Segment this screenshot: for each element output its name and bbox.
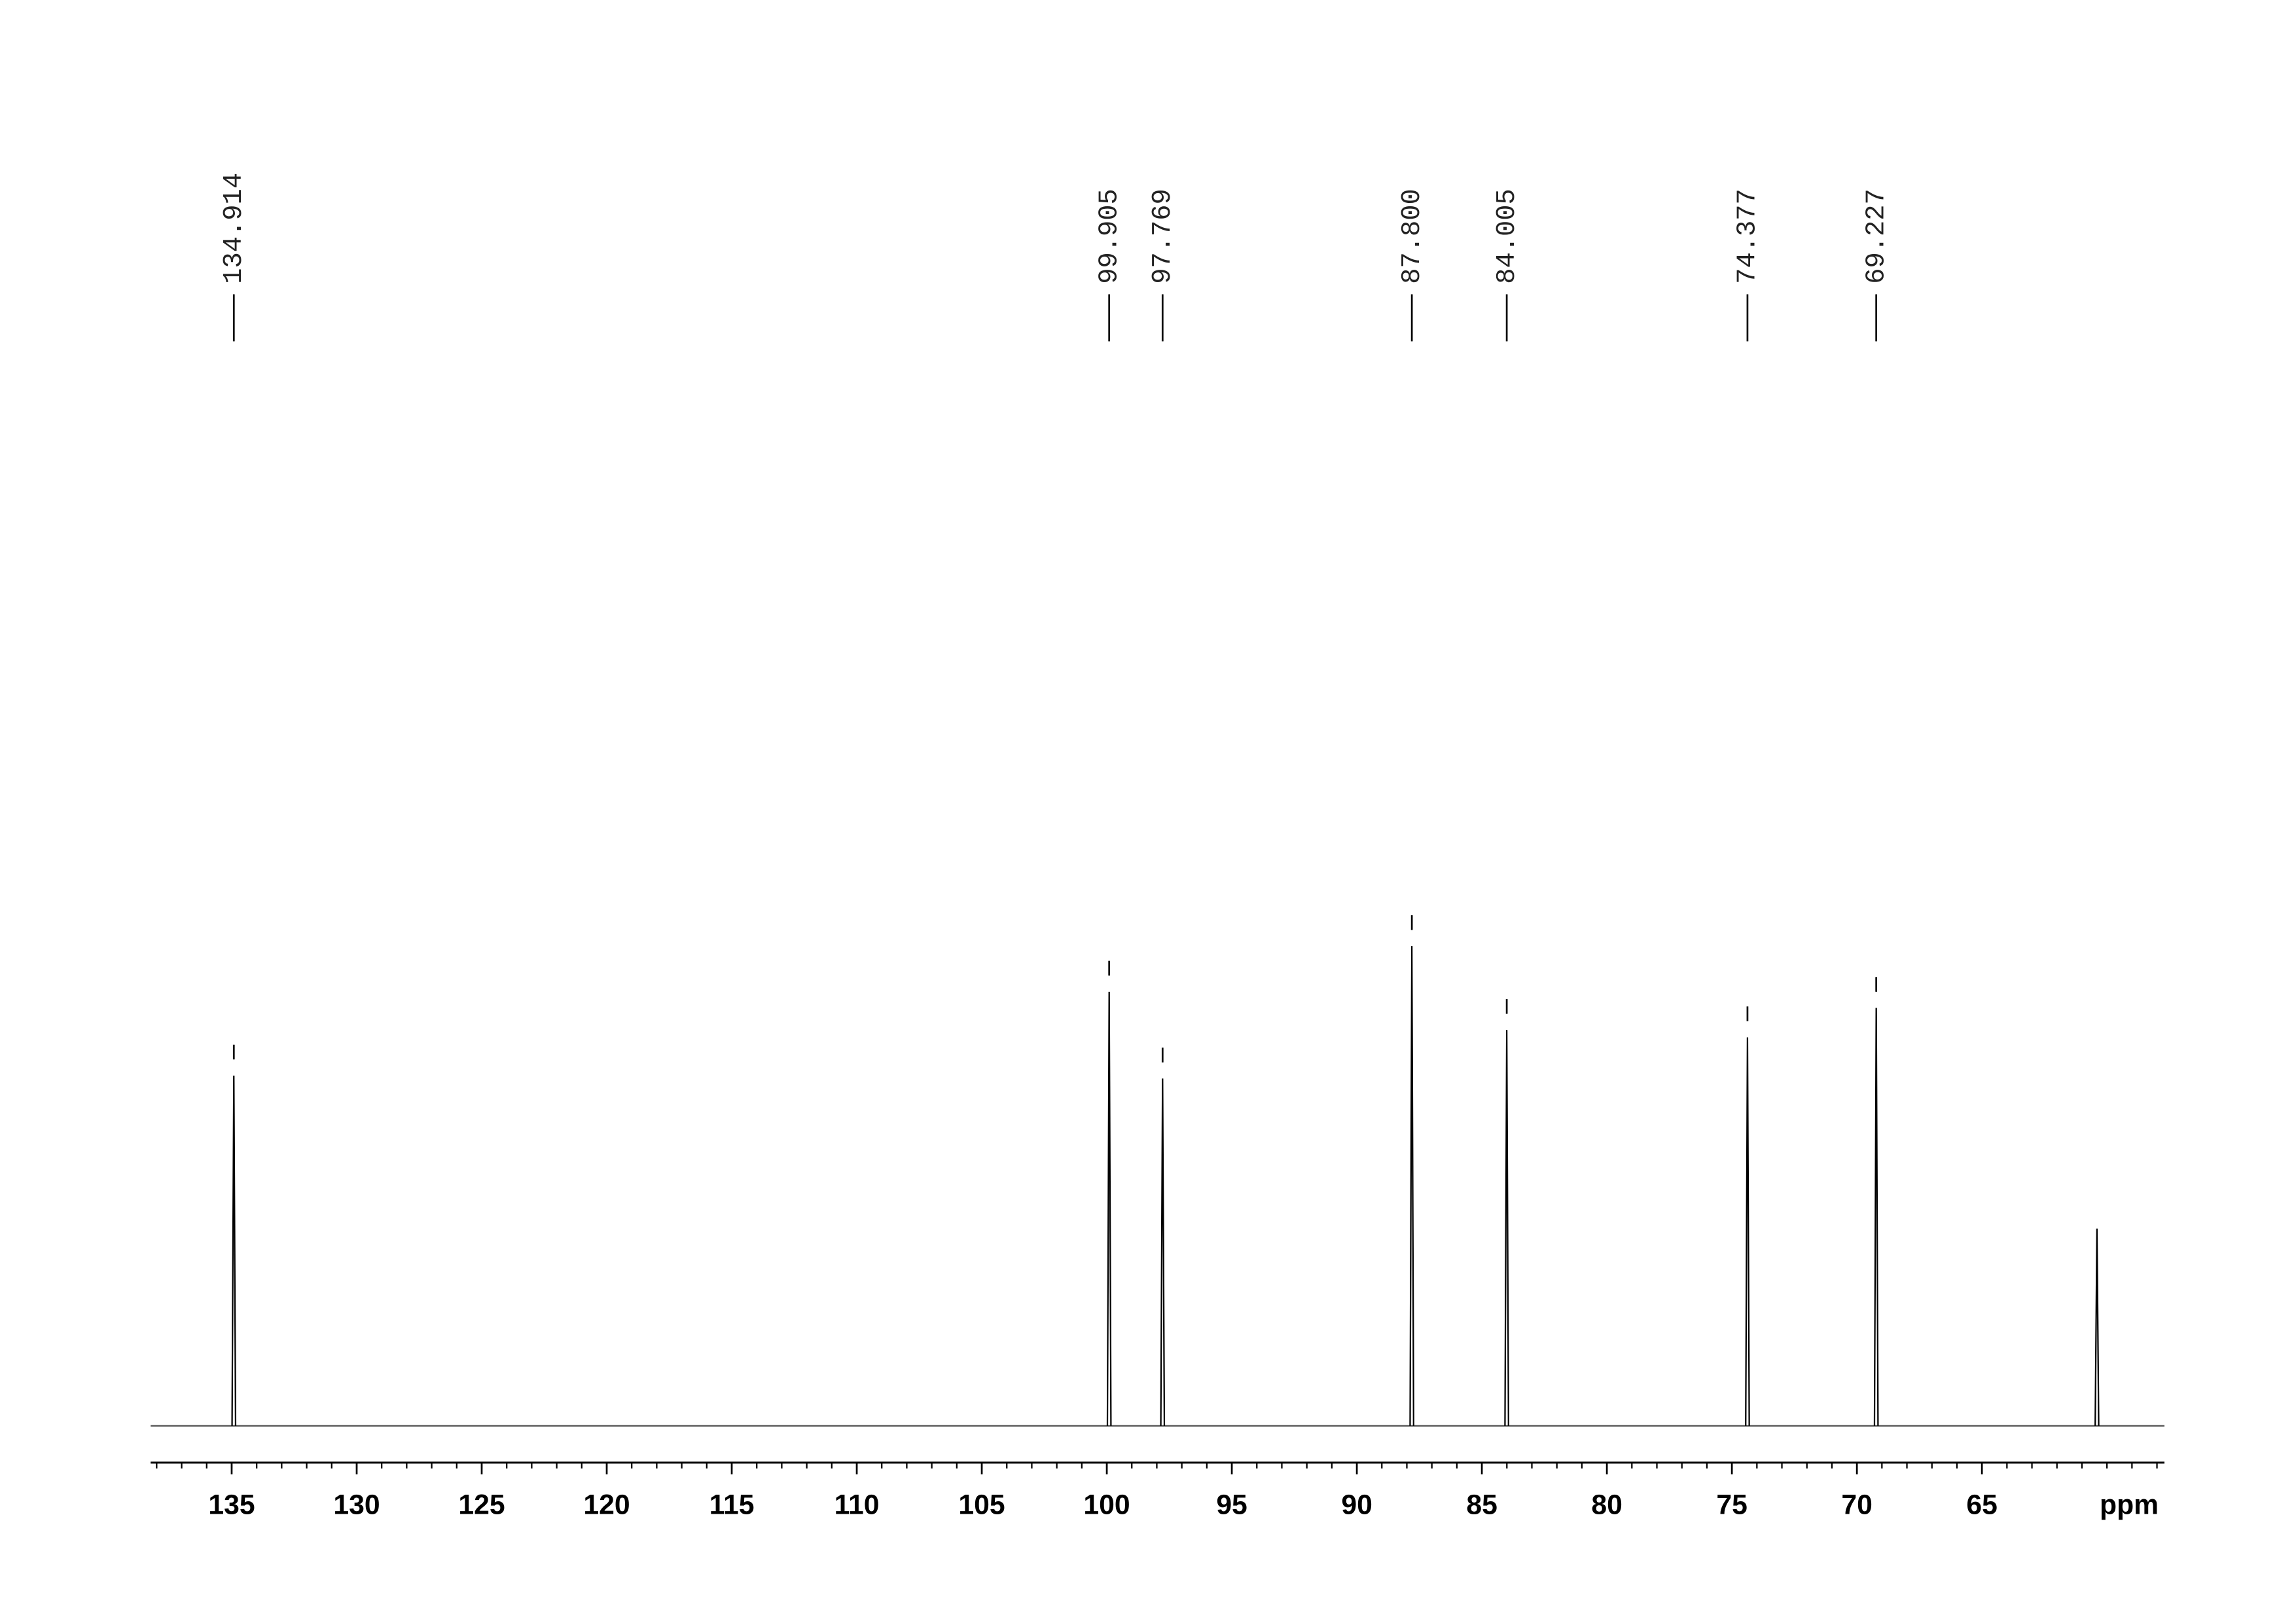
peak	[231, 1075, 237, 1426]
peak	[1504, 1030, 1509, 1426]
x-tick-label: 90	[1341, 1489, 1372, 1521]
x-tick-label: 115	[709, 1489, 755, 1521]
x-tick-label: 100	[1083, 1489, 1130, 1521]
peak-label: 69.227	[1861, 189, 1892, 284]
x-tick-label: 80	[1591, 1489, 1622, 1521]
x-axis-label: ppm	[2100, 1489, 2159, 1521]
x-tick-label: 120	[583, 1489, 630, 1521]
peak	[1106, 991, 1112, 1426]
peak-label: 97.769	[1148, 189, 1178, 284]
peak-label: 99.905	[1094, 189, 1124, 284]
peak-label: 74.377	[1733, 189, 1763, 284]
peak-label: 87.800	[1397, 189, 1427, 284]
peak	[1160, 1078, 1166, 1426]
peak	[1409, 946, 1414, 1426]
x-tick-label: 70	[1841, 1489, 1872, 1521]
x-tick-label: 110	[834, 1489, 880, 1521]
peak	[2094, 1228, 2100, 1426]
x-tick-label: 95	[1216, 1489, 1247, 1521]
x-tick-label: 85	[1466, 1489, 1497, 1521]
x-tick-label: 105	[958, 1489, 1005, 1521]
peak-label: 84.005	[1492, 189, 1522, 284]
x-tick-label: 65	[1966, 1489, 1997, 1521]
x-tick-label: 135	[208, 1489, 255, 1521]
peak-label: 134.914	[219, 173, 249, 284]
x-tick-label: 75	[1716, 1489, 1747, 1521]
x-tick-label: 130	[333, 1489, 380, 1521]
peak	[1745, 1037, 1750, 1426]
peak	[1873, 1008, 1879, 1426]
x-tick-label: 125	[458, 1489, 505, 1521]
